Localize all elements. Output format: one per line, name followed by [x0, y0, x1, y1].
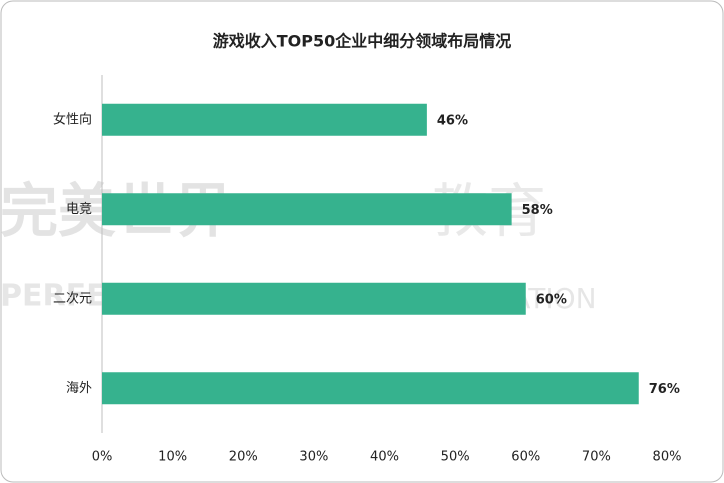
- x-tick-label: 80%: [653, 450, 682, 465]
- x-tick-label: 0%: [92, 450, 113, 465]
- y-tick-label: 女性向: [53, 111, 92, 127]
- x-tick-label: 60%: [511, 450, 540, 465]
- y-tick-label: 海外: [66, 381, 92, 396]
- x-tick-label: 70%: [582, 450, 611, 465]
- bar: [102, 193, 512, 226]
- x-tick-label: 10%: [158, 450, 187, 465]
- value-label: 46%: [437, 113, 468, 128]
- value-label: 60%: [536, 292, 567, 307]
- value-label: 76%: [649, 382, 680, 397]
- x-tick-label: 20%: [229, 450, 258, 465]
- chart-title: 游戏收入TOP50企业中细分领域布局情况: [213, 32, 512, 51]
- x-tick-label: 50%: [441, 450, 470, 465]
- bar: [102, 103, 427, 136]
- x-tick-label: 30%: [299, 450, 328, 465]
- y-tick-label: 二次元: [53, 290, 92, 306]
- y-tick-label: 电竞: [66, 201, 92, 217]
- x-tick-label: 40%: [370, 450, 399, 465]
- bar: [102, 282, 526, 315]
- bar: [102, 372, 639, 405]
- value-label: 58%: [522, 203, 553, 218]
